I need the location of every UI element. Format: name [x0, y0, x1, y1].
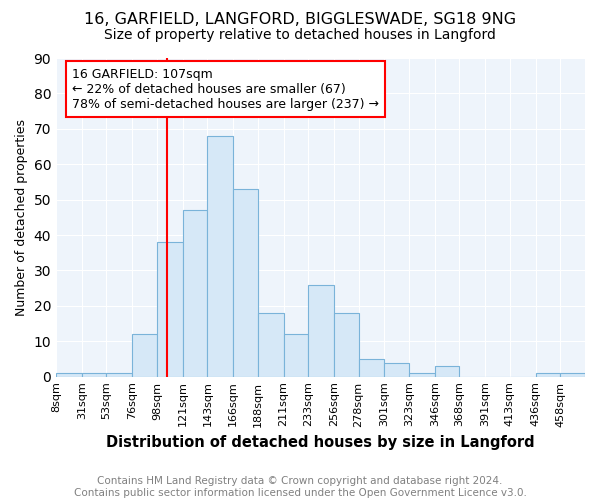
- Text: Size of property relative to detached houses in Langford: Size of property relative to detached ho…: [104, 28, 496, 42]
- Text: 16, GARFIELD, LANGFORD, BIGGLESWADE, SG18 9NG: 16, GARFIELD, LANGFORD, BIGGLESWADE, SG1…: [84, 12, 516, 28]
- Bar: [334, 313, 359, 376]
- Bar: [385, 362, 409, 376]
- Bar: [359, 359, 385, 376]
- Bar: [435, 366, 460, 376]
- Bar: [258, 313, 284, 376]
- Text: 16 GARFIELD: 107sqm
← 22% of detached houses are smaller (67)
78% of semi-detach: 16 GARFIELD: 107sqm ← 22% of detached ho…: [72, 68, 379, 110]
- Y-axis label: Number of detached properties: Number of detached properties: [15, 119, 28, 316]
- Bar: [208, 136, 233, 376]
- X-axis label: Distribution of detached houses by size in Langford: Distribution of detached houses by size …: [106, 435, 535, 450]
- Bar: [308, 284, 334, 376]
- Bar: [409, 373, 435, 376]
- Bar: [82, 373, 106, 376]
- Text: Contains HM Land Registry data © Crown copyright and database right 2024.
Contai: Contains HM Land Registry data © Crown c…: [74, 476, 526, 498]
- Bar: [157, 242, 182, 376]
- Bar: [233, 189, 258, 376]
- Bar: [106, 373, 132, 376]
- Bar: [132, 334, 157, 376]
- Bar: [560, 373, 585, 376]
- Bar: [536, 373, 560, 376]
- Bar: [182, 210, 208, 376]
- Bar: [284, 334, 308, 376]
- Bar: [56, 373, 82, 376]
